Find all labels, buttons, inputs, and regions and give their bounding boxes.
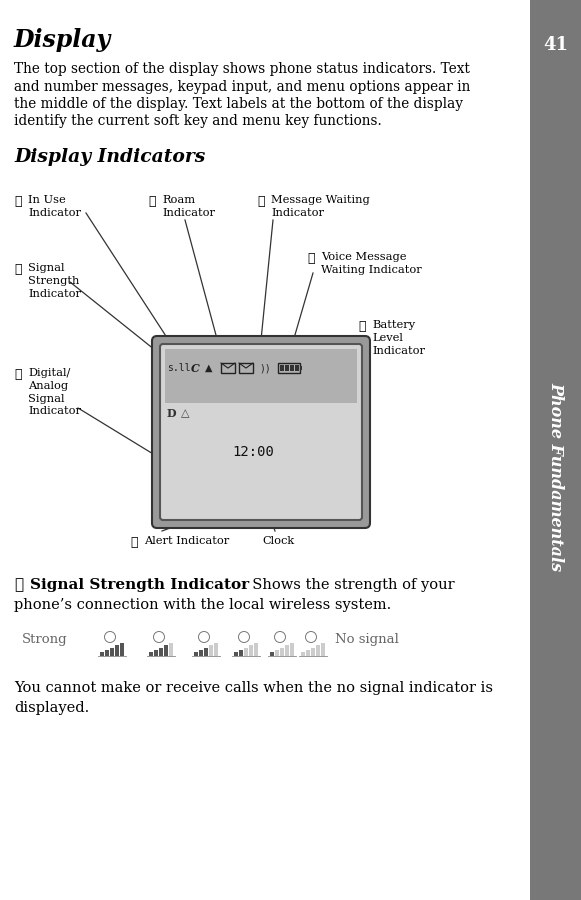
Text: ❻: ❻ <box>358 320 365 333</box>
Text: Clock: Clock <box>262 536 294 546</box>
Text: In Use
Indicator: In Use Indicator <box>28 195 81 218</box>
Bar <box>244 648 248 656</box>
Text: C: C <box>191 363 200 374</box>
Text: ❶: ❶ <box>14 578 23 592</box>
Text: 12:00: 12:00 <box>232 446 274 459</box>
Text: s.ll: s.ll <box>167 363 191 373</box>
Text: Strong: Strong <box>22 633 67 646</box>
Text: Message Waiting
Indicator: Message Waiting Indicator <box>271 195 370 218</box>
FancyBboxPatch shape <box>160 344 362 520</box>
Bar <box>290 365 294 371</box>
Text: You cannot make or receive calls when the no signal indicator is: You cannot make or receive calls when th… <box>14 681 493 695</box>
Bar <box>110 648 113 656</box>
Text: ❺: ❺ <box>307 252 314 265</box>
Text: ❹: ❹ <box>257 195 264 208</box>
Text: the middle of the display. Text labels at the bottom of the display: the middle of the display. Text labels a… <box>14 97 463 111</box>
Bar <box>164 645 167 656</box>
Bar <box>301 652 304 656</box>
Bar <box>285 365 289 371</box>
Bar <box>154 650 157 656</box>
Text: Shows the strength of your: Shows the strength of your <box>243 578 454 592</box>
Text: displayed.: displayed. <box>14 701 89 715</box>
Text: ❷: ❷ <box>14 195 21 208</box>
Text: Digital/
Analog
Signal
Indicator: Digital/ Analog Signal Indicator <box>28 368 81 417</box>
Bar <box>280 365 284 371</box>
Text: Display: Display <box>14 28 111 52</box>
Bar <box>204 648 207 656</box>
Text: Phone Fundamentals: Phone Fundamentals <box>547 382 564 572</box>
Bar <box>311 648 314 656</box>
Bar <box>100 652 103 656</box>
Text: The top section of the display shows phone status indicators. Text: The top section of the display shows pho… <box>14 62 470 76</box>
Bar <box>169 644 173 656</box>
Bar <box>316 645 320 656</box>
Bar <box>199 650 203 656</box>
Bar <box>295 365 299 371</box>
Bar <box>149 652 152 656</box>
Bar <box>275 650 278 656</box>
Text: and number messages, keypad input, and menu options appear in: and number messages, keypad input, and m… <box>14 79 471 94</box>
Bar <box>239 363 253 373</box>
Bar <box>285 645 289 656</box>
Bar <box>278 363 300 373</box>
Bar <box>306 650 310 656</box>
Bar <box>159 648 163 656</box>
Text: △: △ <box>181 409 189 419</box>
Text: Alert Indicator: Alert Indicator <box>144 536 229 546</box>
Bar <box>214 644 217 656</box>
Text: ➉: ➉ <box>14 368 21 381</box>
Bar <box>234 652 238 656</box>
Bar <box>290 644 293 656</box>
Text: ▲: ▲ <box>205 363 213 373</box>
Text: phone’s connection with the local wireless system.: phone’s connection with the local wirele… <box>14 598 391 612</box>
Text: ❼: ❼ <box>130 536 138 549</box>
Text: Voice Message
Waiting Indicator: Voice Message Waiting Indicator <box>321 252 422 274</box>
Text: )): )) <box>259 363 271 373</box>
Text: ❶: ❶ <box>14 263 21 276</box>
Bar <box>209 645 213 656</box>
FancyBboxPatch shape <box>152 336 370 528</box>
Bar <box>120 644 124 656</box>
Bar <box>249 645 253 656</box>
Bar <box>194 652 198 656</box>
Bar <box>105 650 109 656</box>
Text: D: D <box>167 409 177 419</box>
Bar <box>165 349 357 403</box>
Text: identify the current soft key and menu key functions.: identify the current soft key and menu k… <box>14 114 382 129</box>
Text: ❸: ❸ <box>148 195 156 208</box>
Text: Signal Strength Indicator: Signal Strength Indicator <box>30 578 249 592</box>
Text: Battery
Level
Indicator: Battery Level Indicator <box>372 320 425 356</box>
Text: Roam
Indicator: Roam Indicator <box>162 195 215 218</box>
Bar <box>270 652 274 656</box>
Bar <box>300 366 302 370</box>
Text: Signal
Strength
Indicator: Signal Strength Indicator <box>28 263 81 299</box>
Bar <box>254 644 257 656</box>
Text: No signal: No signal <box>335 633 399 646</box>
Bar <box>280 648 284 656</box>
Bar <box>115 645 119 656</box>
Bar <box>321 644 325 656</box>
Text: Display Indicators: Display Indicators <box>14 148 205 166</box>
Bar <box>239 650 242 656</box>
Bar <box>221 363 235 373</box>
Text: 41: 41 <box>543 36 568 54</box>
